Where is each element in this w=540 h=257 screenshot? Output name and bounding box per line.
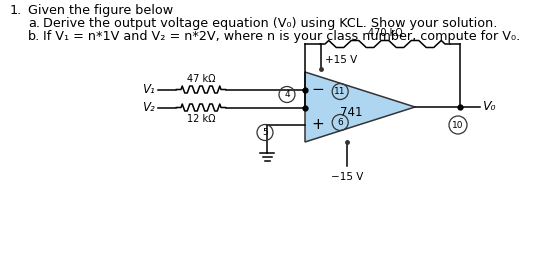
Text: +15 V: +15 V — [325, 55, 357, 65]
Text: Derive the output voltage equation (V₀) using KCL. Show your solution.: Derive the output voltage equation (V₀) … — [43, 17, 497, 30]
Text: 470 kΩ: 470 kΩ — [368, 28, 402, 38]
Text: 6: 6 — [338, 118, 343, 127]
Text: 741: 741 — [340, 106, 362, 118]
Text: 12 kΩ: 12 kΩ — [187, 114, 215, 124]
Text: −15 V: −15 V — [330, 172, 363, 182]
Text: V₁: V₁ — [142, 83, 155, 96]
Text: If V₁ = n*1V and V₂ = n*2V, where n is your class number, compute for V₀.: If V₁ = n*1V and V₂ = n*2V, where n is y… — [43, 30, 520, 43]
Text: −: − — [311, 82, 324, 97]
Text: b.: b. — [28, 30, 40, 43]
Text: 5: 5 — [262, 128, 268, 137]
Text: 1.: 1. — [10, 4, 22, 17]
Text: +: + — [311, 117, 324, 132]
Text: V₀: V₀ — [482, 100, 496, 114]
Text: a.: a. — [28, 17, 40, 30]
Text: 4: 4 — [284, 90, 290, 99]
Text: Given the figure below: Given the figure below — [28, 4, 173, 17]
Text: 10: 10 — [453, 121, 464, 130]
Text: 11: 11 — [334, 87, 346, 96]
Text: V₂: V₂ — [142, 101, 155, 114]
Polygon shape — [305, 72, 415, 142]
Text: 47 kΩ: 47 kΩ — [187, 74, 215, 84]
